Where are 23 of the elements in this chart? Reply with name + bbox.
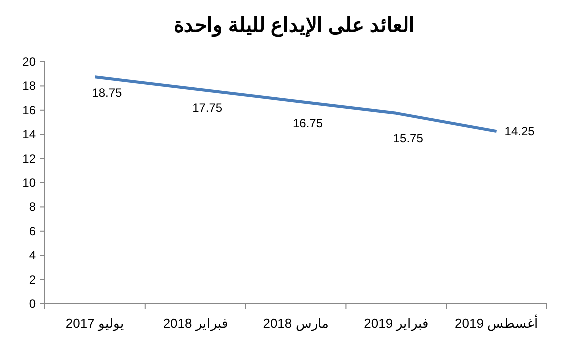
x-tick-label: مارس 2018 bbox=[263, 316, 329, 332]
data-label: 17.75 bbox=[192, 101, 223, 116]
data-label: 14.25 bbox=[504, 124, 536, 139]
data-label: 18.75 bbox=[92, 86, 123, 100]
y-tick-label: 10 bbox=[22, 176, 36, 190]
y-tick-label: 8 bbox=[29, 200, 36, 214]
x-tick-label: فبراير 2018 bbox=[163, 316, 228, 332]
chart-title: العائد على الإيداع لليلة واحدة bbox=[174, 15, 416, 38]
x-tick-label: يوليو 2017 bbox=[66, 316, 124, 332]
x-tick-label: فبراير 2019 bbox=[364, 316, 429, 332]
y-tick-label: 18 bbox=[22, 79, 36, 94]
line-series bbox=[94, 76, 498, 134]
y-tick-label: 0 bbox=[29, 297, 36, 311]
y-tick-label: 20 bbox=[22, 55, 36, 69]
y-tick-label: 2 bbox=[29, 272, 36, 287]
y-tick-label: 16 bbox=[22, 103, 36, 118]
y-tick-label: 14 bbox=[22, 128, 36, 142]
y-tick-label: 12 bbox=[22, 152, 36, 166]
data-label: 15.75 bbox=[393, 131, 424, 146]
data-label: 16.75 bbox=[292, 116, 324, 130]
x-tick-label: أغسطس 2019 bbox=[455, 315, 539, 332]
y-tick-label: 6 bbox=[29, 224, 36, 238]
y-tick-label: 4 bbox=[29, 248, 36, 263]
